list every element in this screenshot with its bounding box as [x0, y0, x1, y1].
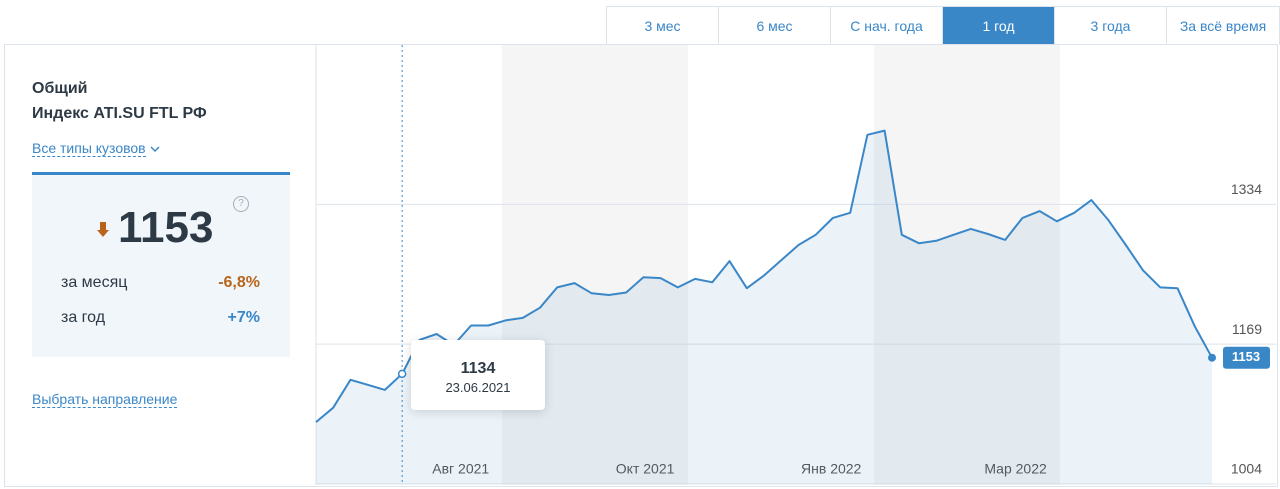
y-tick-label: 1004	[1231, 461, 1262, 477]
tooltip-value: 1134	[460, 360, 496, 377]
row-label: за год	[61, 309, 106, 326]
index-value: 1153	[118, 203, 214, 252]
filter[interactable]: Все типы кузовов	[32, 140, 160, 158]
band	[874, 45, 1060, 485]
tab[interactable]: 6 мес	[719, 7, 831, 45]
title: Общий	[32, 80, 88, 97]
x-tick-label: Окт 2021	[616, 461, 675, 477]
tab[interactable]: С нач. года	[831, 7, 943, 45]
tooltip: 1134 23.06.2021	[411, 340, 545, 410]
tab[interactable]: 3 мес	[607, 7, 719, 45]
title: Индекс ATI.SU FTL РФ	[32, 105, 207, 122]
tooltip-date: 23.06.2021	[445, 380, 511, 395]
period-tabs: 3 мес 6 мес С нач. года 1 год 3 года За всё в…	[606, 6, 1280, 45]
frame: Общий Индекс ATI.SU FTL РФ Все типы кузо…	[4, 44, 1278, 487]
hover-point	[397, 369, 407, 379]
index-box: 1153 ? за месяц -6,8% за год +7%	[32, 172, 290, 357]
x-tick-label: Авг 2021	[432, 461, 489, 477]
help-icon[interactable]: ?	[233, 196, 249, 212]
end-point	[1208, 353, 1216, 362]
band	[502, 45, 688, 485]
tab[interactable]: 3 года	[1055, 7, 1167, 45]
y-tick-label: 1334	[1231, 181, 1262, 197]
row-change: -6,8%	[218, 274, 260, 291]
x-tick-label: Мар 2022	[984, 461, 1047, 477]
chevron	[150, 146, 160, 153]
row-change: +7%	[227, 309, 260, 326]
end-label-bg	[1223, 346, 1270, 369]
line	[315, 129, 1213, 423]
filter-link[interactable]: Все типы кузовов	[32, 140, 146, 157]
area	[316, 130, 1212, 484]
index-panel: Общий Индекс ATI.SU FTL РФ Все типы кузо…	[5, 45, 317, 486]
end-label: 1153	[1232, 349, 1260, 364]
down-arrow	[97, 222, 109, 237]
tab[interactable]: За всё время	[1179, 18, 1267, 34]
tab[interactable]: 1 год	[943, 7, 1055, 45]
direction-link[interactable]: Выбрать направление	[32, 391, 178, 408]
y-tick-label: 1169	[1232, 321, 1262, 337]
x-tick-label: Янв 2022	[801, 461, 862, 477]
row-label: за месяц	[61, 274, 128, 291]
